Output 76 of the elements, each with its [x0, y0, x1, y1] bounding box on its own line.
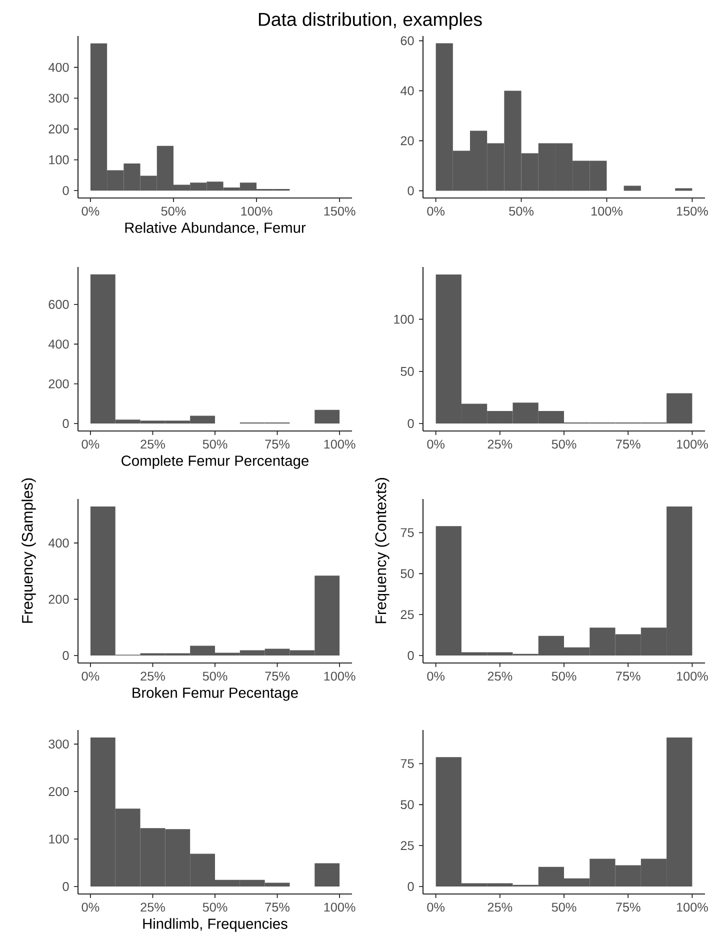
x-tick-label: 0%: [82, 206, 100, 216]
x-tick-label: 50%: [202, 902, 228, 912]
x-tick-label: 100%: [241, 206, 272, 216]
x-tick-label: 75%: [265, 672, 290, 681]
chart-title: Data distribution, examples: [258, 12, 482, 30]
y-tick-label: 0: [408, 651, 414, 660]
x-tick-label: 50%: [552, 440, 576, 449]
x-tick-label: 75%: [616, 440, 640, 449]
x-tick-label: 25%: [488, 440, 512, 449]
y-tick-label: 25: [400, 841, 414, 850]
x-axis-title: Complete Femur Percentage: [122, 455, 308, 469]
x-tick-label: 100%: [324, 902, 356, 912]
x-axis-title: Broken Femur Pecentage: [132, 687, 298, 701]
x-tick-label: 100%: [676, 440, 708, 449]
y-tick-label: 200: [48, 787, 69, 796]
x-axis-title: Hindlimb, Frequencies: [143, 918, 288, 932]
y-tick-label: 75: [400, 759, 414, 768]
y-tick-label: 50: [400, 800, 414, 810]
y-tick-label: 600: [48, 300, 69, 309]
x-tick-label: 150%: [676, 206, 708, 216]
y-tick-label: 20: [400, 136, 414, 146]
y-tick-label: 400: [48, 62, 69, 72]
y-tick-label: 40: [400, 86, 414, 96]
y-tick-label: 0: [408, 419, 414, 428]
x-tick-label: 0%: [427, 206, 445, 216]
x-tick-label: 100%: [676, 672, 708, 681]
x-axis-title: Relative Abundance, Femur: [125, 222, 306, 235]
y-tick-label: 100: [49, 834, 69, 844]
y-tick-label: 0: [62, 186, 69, 196]
x-tick-label: 25%: [140, 902, 165, 912]
y-tick-label: 0: [408, 186, 414, 196]
y-tick-label: 75: [400, 528, 414, 538]
y-tick-label: 100: [49, 155, 69, 164]
x-tick-label: 25%: [140, 672, 165, 681]
y-tick-label: 0: [62, 419, 69, 428]
x-tick-label: 100%: [592, 206, 622, 216]
y-tick-label: 200: [48, 379, 69, 388]
x-tick-label: 100%: [324, 440, 356, 449]
x-tick-label: 0%: [82, 440, 100, 449]
x-tick-label: 75%: [616, 672, 640, 681]
x-tick-label: 0%: [82, 672, 100, 681]
x-tick-label: 50%: [552, 902, 576, 912]
x-tick-label: 50%: [202, 672, 228, 681]
y-tick-label: 50: [400, 569, 414, 578]
x-tick-label: 0%: [82, 902, 100, 912]
y-tick-label: 60: [400, 36, 414, 46]
y-tick-label: 0: [62, 882, 69, 892]
x-tick-label: 100%: [324, 672, 356, 681]
x-tick-label: 50%: [552, 672, 576, 681]
x-tick-label: 25%: [140, 440, 165, 449]
x-tick-label: 0%: [427, 672, 445, 681]
y-tick-label: 0: [62, 651, 69, 660]
y-tick-label: 200: [48, 594, 69, 604]
x-tick-label: 75%: [616, 902, 640, 912]
y-tick-label: 300: [48, 740, 69, 749]
x-tick-label: 75%: [265, 902, 290, 912]
x-tick-label: 75%: [265, 440, 290, 449]
y-tick-label: 400: [48, 538, 69, 548]
y-axis-title: Frequency (Contexts): [374, 478, 390, 624]
x-tick-label: 0%: [427, 440, 445, 449]
y-tick-label: 25: [400, 610, 414, 620]
x-tick-label: 50%: [202, 440, 228, 449]
y-tick-label: 50: [400, 366, 414, 376]
y-tick-label: 400: [48, 340, 69, 349]
x-tick-label: 0%: [427, 902, 445, 912]
x-tick-label: 100%: [676, 902, 708, 912]
y-tick-label: 200: [48, 124, 69, 134]
y-tick-label: 100: [394, 314, 414, 324]
x-tick-label: 50%: [161, 206, 186, 216]
y-tick-label: 300: [48, 94, 69, 103]
x-tick-label: 150%: [324, 206, 356, 216]
y-tick-label: 0: [408, 882, 414, 892]
x-tick-label: 25%: [488, 672, 512, 681]
y-axis-title: Frequency (Samples): [22, 478, 36, 623]
x-tick-label: 25%: [488, 902, 512, 912]
x-tick-label: 50%: [509, 206, 534, 216]
